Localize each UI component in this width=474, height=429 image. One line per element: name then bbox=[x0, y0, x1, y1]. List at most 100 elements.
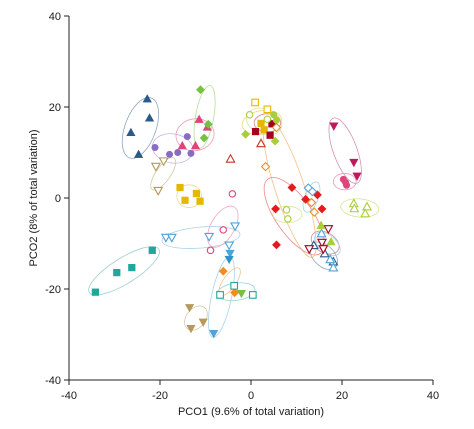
triangle-up-marker bbox=[255, 138, 267, 148]
triangle-down-marker bbox=[349, 158, 359, 168]
triangle-up-marker bbox=[316, 220, 326, 229]
triangle-down-marker bbox=[186, 325, 196, 334]
diamond-marker bbox=[271, 122, 282, 133]
diamond-marker bbox=[287, 183, 297, 192]
group-ellipses bbox=[88, 85, 380, 338]
triangle-down-marker bbox=[230, 222, 241, 232]
triangle-up-marker bbox=[225, 153, 236, 163]
x-tick-label: 0 bbox=[248, 390, 254, 402]
diamond-marker bbox=[309, 207, 320, 217]
triangle-down-marker bbox=[224, 255, 234, 265]
group-ellipse bbox=[207, 205, 239, 248]
square-marker bbox=[263, 105, 272, 114]
triangle-up-marker bbox=[325, 254, 336, 264]
group-ellipse bbox=[302, 181, 321, 213]
square-marker bbox=[268, 120, 276, 128]
square-marker bbox=[181, 196, 189, 204]
triangle-down-marker bbox=[209, 330, 219, 339]
circle-marker bbox=[206, 246, 215, 255]
diamond-marker bbox=[196, 85, 205, 95]
square-marker bbox=[216, 291, 224, 299]
triangle-up-marker bbox=[361, 201, 373, 211]
square-marker bbox=[128, 264, 136, 272]
square-marker bbox=[266, 131, 274, 139]
triangle-down-marker bbox=[304, 245, 315, 255]
data-points bbox=[91, 85, 373, 339]
x-tick-label: 40 bbox=[427, 390, 439, 402]
square-marker bbox=[260, 126, 268, 134]
y-axis-title: PCO2 (8% of total variation) bbox=[28, 130, 40, 267]
square-marker bbox=[196, 197, 204, 205]
triangle-up-marker bbox=[177, 140, 187, 150]
triangle-down-marker bbox=[158, 157, 169, 167]
group-ellipse bbox=[161, 226, 241, 249]
diamond-marker bbox=[260, 161, 271, 172]
group-ellipse bbox=[332, 173, 357, 191]
group-ellipse bbox=[150, 157, 177, 191]
triangle-up-marker bbox=[328, 262, 339, 272]
triangle-up-marker bbox=[190, 140, 201, 150]
circle-marker bbox=[263, 115, 272, 124]
group-ellipse bbox=[310, 230, 340, 255]
triangle-down-marker bbox=[204, 232, 215, 242]
square-marker bbox=[113, 269, 121, 277]
diamond-marker bbox=[230, 288, 240, 298]
circle-marker bbox=[343, 181, 351, 189]
triangle-up-marker bbox=[326, 236, 336, 246]
triangle-up-marker bbox=[134, 149, 144, 158]
triangle-down-marker bbox=[166, 233, 177, 243]
y-tick-label: 0 bbox=[55, 193, 61, 205]
square-marker bbox=[176, 183, 184, 192]
square-marker bbox=[257, 119, 265, 127]
ticks: -40 -20 0 20 40 -40 -20 0 20 40 bbox=[45, 11, 439, 402]
triangle-up-marker bbox=[126, 127, 136, 137]
diamond-marker bbox=[301, 194, 311, 204]
axes bbox=[68, 16, 433, 381]
diamond-marker bbox=[218, 266, 228, 276]
triangle-down-marker bbox=[160, 233, 171, 243]
square-marker bbox=[251, 127, 260, 136]
x-axis-title: PCO1 (9.6% of total variation) bbox=[178, 406, 324, 418]
triangle-down-marker bbox=[352, 172, 362, 181]
diamond-marker bbox=[317, 204, 327, 214]
x-tick-label: -40 bbox=[61, 390, 77, 402]
triangle-down-marker bbox=[318, 245, 329, 255]
circle-marker bbox=[270, 111, 278, 119]
x-tick-label: 20 bbox=[336, 390, 348, 402]
circle-marker bbox=[245, 110, 254, 119]
group-ellipse bbox=[184, 305, 208, 331]
group-ellipse bbox=[340, 198, 380, 218]
circle-marker bbox=[183, 133, 191, 141]
square-marker bbox=[192, 189, 201, 198]
diamond-marker bbox=[272, 240, 281, 250]
triangle-down-marker bbox=[236, 289, 247, 299]
group-ellipse bbox=[328, 117, 362, 184]
circle-marker bbox=[284, 215, 292, 223]
group-ellipse bbox=[88, 246, 160, 296]
triangle-down-marker bbox=[316, 238, 328, 248]
triangle-down-marker bbox=[153, 186, 164, 196]
triangle-down-marker bbox=[198, 318, 208, 327]
diamond-marker bbox=[241, 129, 250, 139]
triangle-down-marker bbox=[225, 249, 235, 259]
circle-marker bbox=[282, 206, 291, 214]
triangle-up-marker bbox=[144, 113, 155, 122]
group-ellipse bbox=[175, 118, 215, 152]
x-tick-label: -20 bbox=[152, 390, 168, 402]
triangle-up-marker bbox=[360, 208, 371, 218]
circle-marker bbox=[166, 150, 174, 158]
triangle-down-marker bbox=[184, 304, 195, 313]
square-marker bbox=[248, 291, 257, 299]
circle-marker bbox=[228, 190, 237, 198]
diamond-marker bbox=[270, 136, 280, 146]
triangle-up-marker bbox=[319, 248, 330, 258]
triangle-up-marker bbox=[142, 94, 152, 103]
square-marker bbox=[148, 246, 156, 254]
group-ellipse bbox=[176, 184, 202, 208]
y-tick-label: 40 bbox=[49, 11, 61, 23]
square-marker bbox=[91, 288, 99, 296]
triangle-down-marker bbox=[329, 122, 339, 131]
triangle-down-marker bbox=[323, 225, 334, 235]
diamond-marker bbox=[306, 197, 317, 208]
